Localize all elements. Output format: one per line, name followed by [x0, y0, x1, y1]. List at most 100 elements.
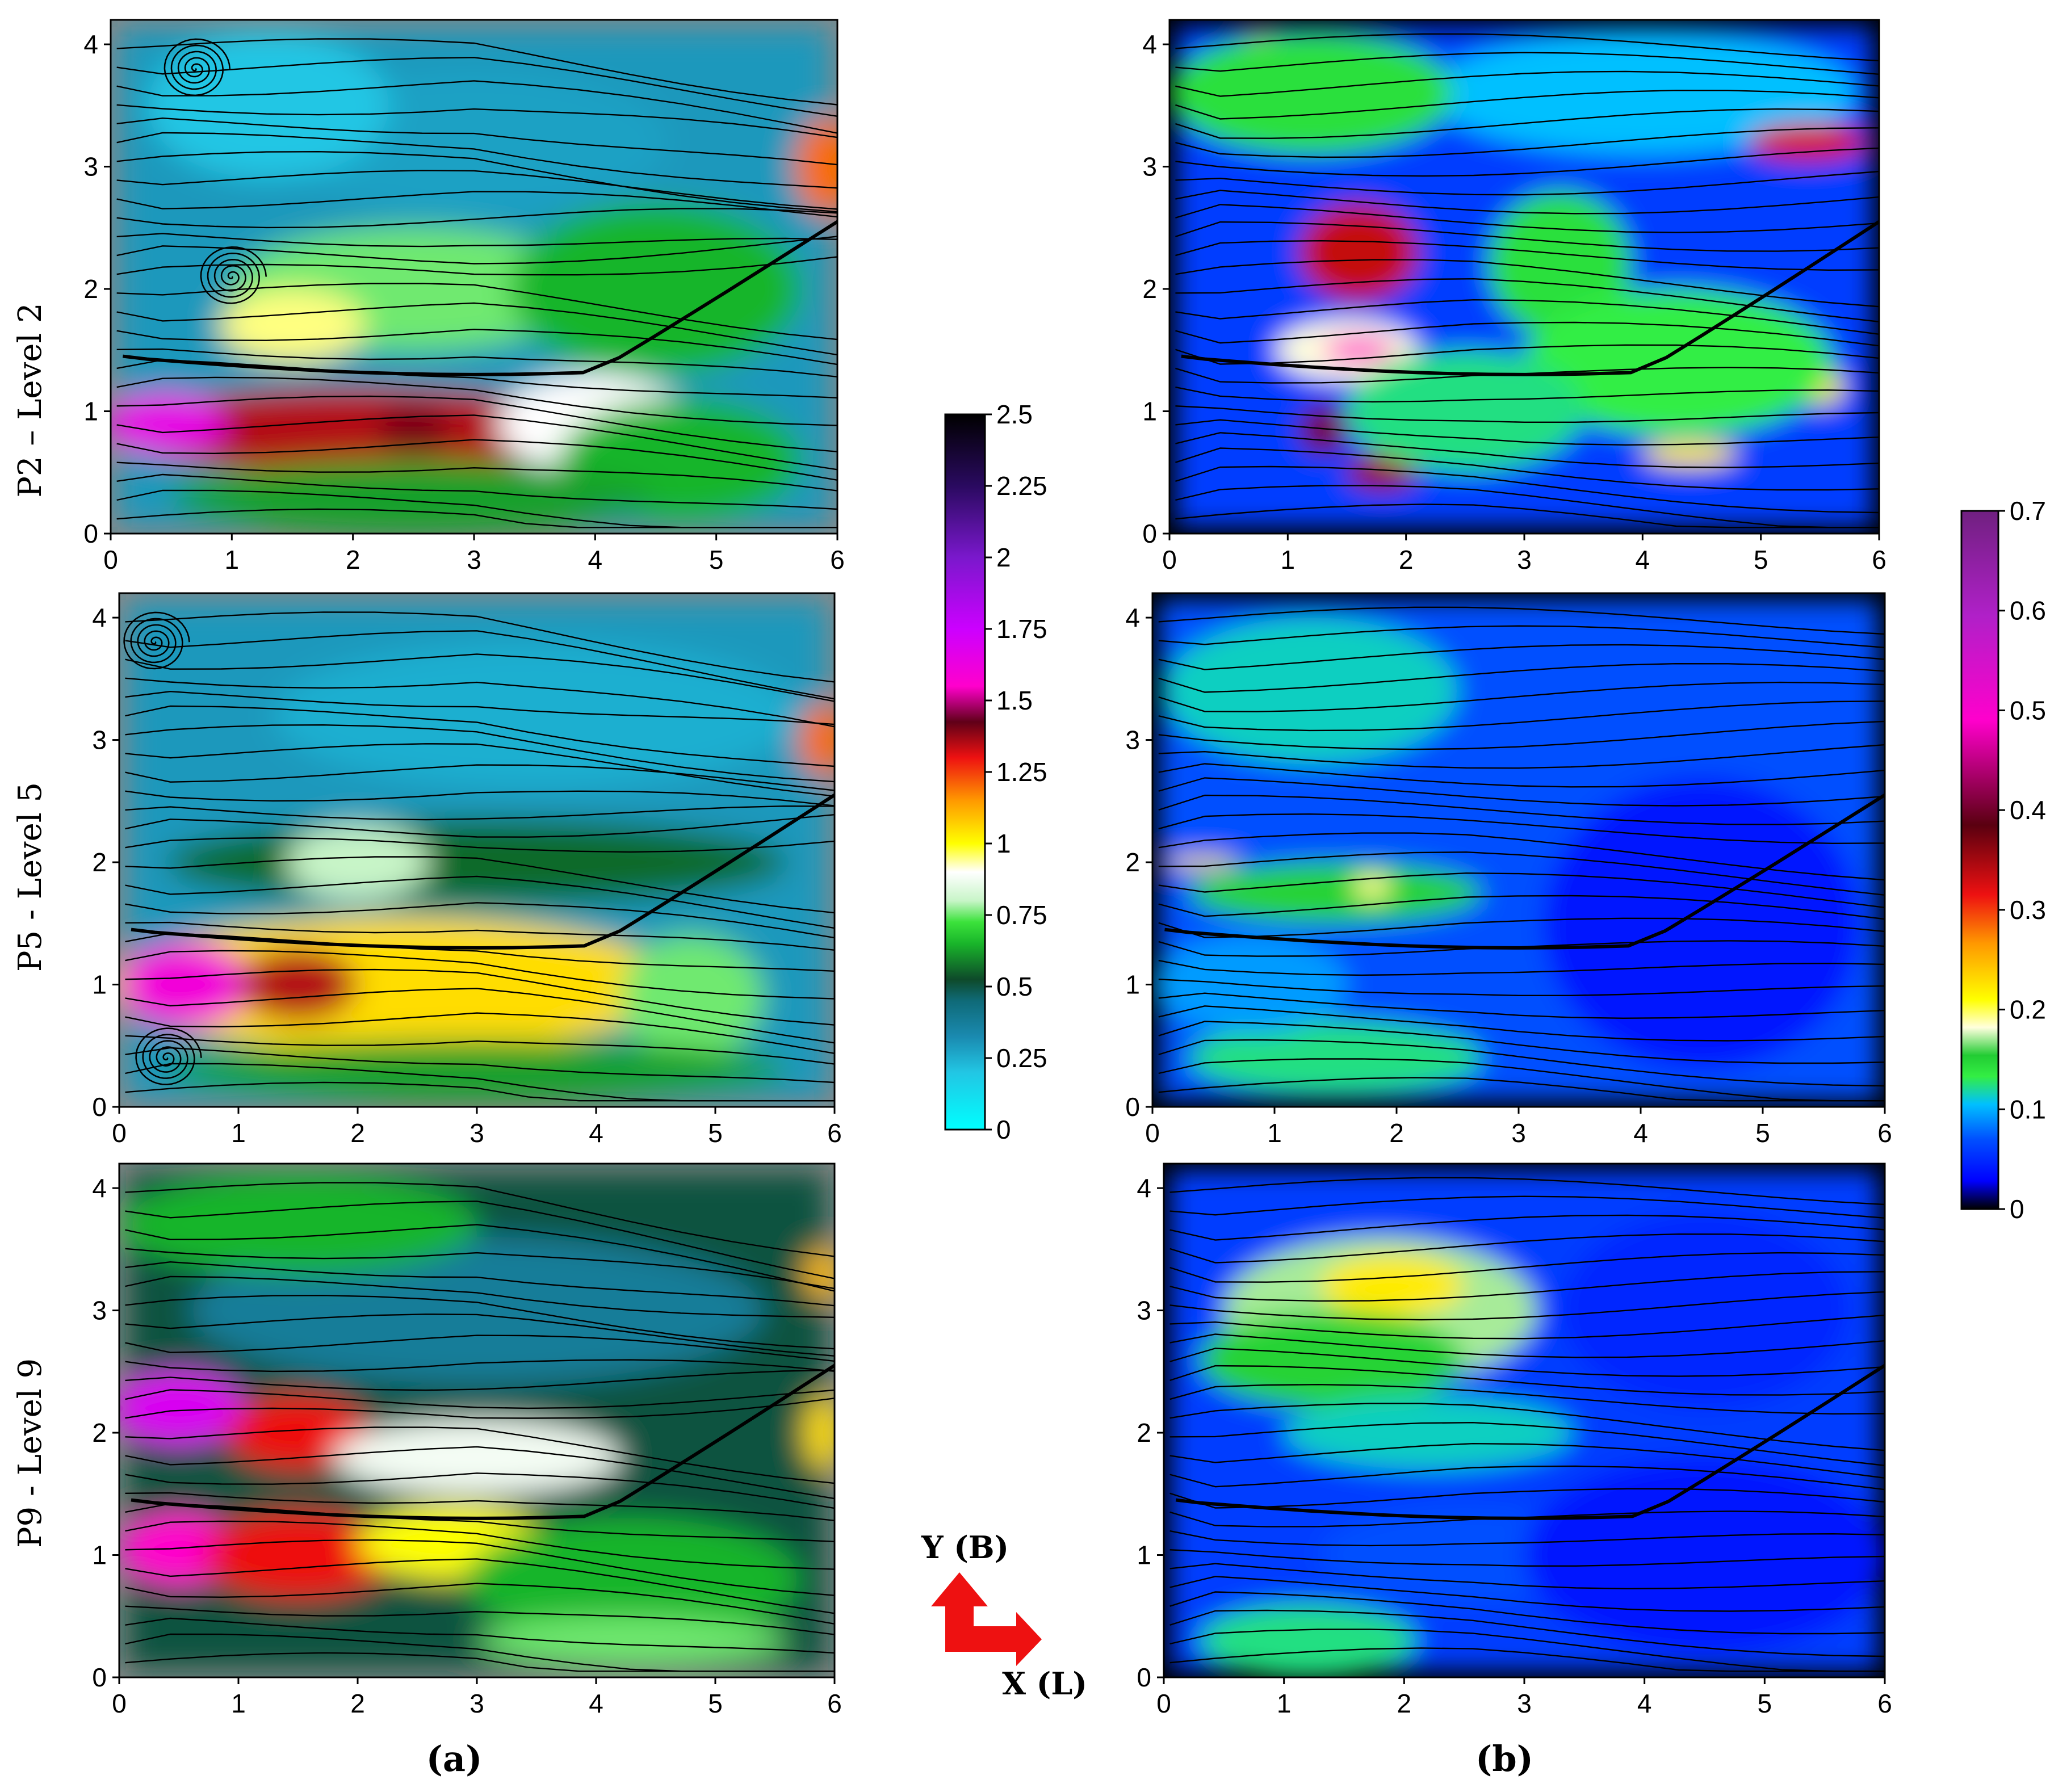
streamlines [116, 38, 837, 528]
x-tick-label: 3 [469, 1689, 484, 1718]
colorbar-tick-label: 2.5 [996, 400, 1033, 429]
streamlines [1158, 606, 1885, 1102]
field-region [167, 1039, 787, 1101]
x-tick-label: 4 [1633, 1118, 1648, 1148]
axis-legend-y-label: Y (B) [921, 1529, 1009, 1566]
y-tick-label: 1 [1137, 1541, 1151, 1570]
vortex [200, 246, 267, 304]
field-region [274, 642, 799, 789]
y-tick-label: 2 [1142, 274, 1157, 304]
y-tick-label: 0 [83, 519, 98, 548]
y-tick-label: 3 [1142, 152, 1157, 182]
field-region [1524, 1457, 1885, 1653]
field-region [111, 393, 226, 454]
field-region [147, 32, 389, 179]
x-tick-label: 6 [827, 1689, 842, 1718]
axis-legend: Y (B) X (L) [921, 1529, 1087, 1702]
x-tick-label: 6 [1877, 1689, 1892, 1718]
field-region [119, 1176, 477, 1274]
y-tick-label: 3 [1125, 725, 1140, 755]
column-labels: (a) (b) [426, 1738, 1533, 1780]
streamlines [125, 611, 835, 1102]
field-region [804, 1396, 835, 1470]
axis-legend-arrow-icon [931, 1572, 1042, 1666]
column-label-b: (b) [1475, 1738, 1533, 1780]
y-tick-label: 2 [1125, 847, 1140, 877]
streamlines [125, 1182, 835, 1672]
colorbar-tick-label: 0.7 [2010, 496, 2046, 526]
x-tick-label: 6 [827, 1118, 842, 1148]
panel-a-0: 0 1 2 3 4 5 6 0 1 2 3 4 [83, 19, 845, 574]
x-tick-label: 0 [1162, 545, 1177, 574]
x-tick-label: 1 [231, 1689, 246, 1718]
field-region [220, 289, 365, 363]
panel-b-1: 0 1 2 3 4 5 6 0 1 2 3 4 [1125, 592, 1892, 1148]
column-label-a: (a) [426, 1738, 483, 1780]
field-region [620, 935, 763, 1058]
x-tick-label: 0 [112, 1689, 127, 1718]
colorbar-ramp [944, 413, 986, 1131]
field-region [510, 203, 801, 375]
colorbar-tick-label: 0.6 [2010, 596, 2046, 626]
x-tick-label: 2 [1389, 1118, 1404, 1148]
streamlines [1169, 1177, 1885, 1672]
y-tick-label: 1 [92, 1541, 107, 1570]
x-tick-label: 1 [1277, 1689, 1292, 1718]
x-tick-label: 0 [112, 1118, 127, 1148]
y-tick-label: 1 [1125, 970, 1140, 1000]
x-tick-label: 4 [1636, 545, 1650, 574]
field-region [795, 117, 837, 216]
y-tick-label: 4 [83, 30, 98, 59]
colorbar-tick-label: 0.3 [2010, 895, 2046, 925]
x-tick-label: 5 [1758, 1689, 1772, 1718]
colorbar-tick-label: 0.2 [2010, 995, 2046, 1025]
field-region [119, 942, 250, 1027]
y-tick-label: 0 [1125, 1092, 1140, 1122]
x-tick-label: 3 [1517, 545, 1532, 574]
y-tick-label: 3 [1137, 1296, 1151, 1325]
vortex [164, 38, 231, 96]
colorbar-tick-label: 0.75 [996, 900, 1047, 930]
field-region [119, 1371, 245, 1445]
colorbar-tick-label: 1.75 [996, 614, 1047, 644]
streamlines [1175, 33, 1879, 528]
x-tick-label: 5 [708, 1689, 723, 1718]
x-tick-label: 2 [346, 545, 360, 574]
field-region [111, 387, 596, 473]
vortex [123, 611, 190, 670]
x-tick-label: 0 [103, 545, 118, 574]
field-region [238, 947, 358, 1022]
row-label-p9: P9 - Level 9 [12, 1358, 49, 1548]
x-tick-label: 2 [350, 1689, 365, 1718]
y-tick-label: 3 [92, 725, 107, 755]
y-tick-label: 4 [1125, 603, 1140, 632]
field-region [1543, 777, 1860, 1071]
x-tick-label: 4 [589, 1689, 603, 1718]
colorbars: 00.250.50.7511.251.51.7522.252.500.10.20… [944, 400, 2046, 1224]
y-tick-label: 4 [1142, 30, 1157, 59]
field-region [377, 405, 450, 454]
x-tick-label: 5 [709, 545, 724, 574]
y-tick-label: 2 [83, 274, 98, 304]
y-tick-label: 1 [83, 397, 98, 426]
colorbar-tick-label: 2.25 [996, 471, 1047, 501]
field-region [1200, 1310, 1465, 1408]
x-tick-label: 3 [469, 1118, 484, 1148]
y-tick-label: 4 [92, 603, 107, 632]
field-region [1320, 1255, 1465, 1317]
field-region [227, 1396, 370, 1470]
x-tick-label: 2 [1399, 545, 1414, 574]
colorbar-tick-label: 2 [996, 543, 1011, 572]
field-region [1347, 454, 1418, 491]
field-region [203, 1512, 393, 1598]
colorbar-tick-label: 0 [2010, 1194, 2024, 1224]
x-tick-label: 3 [467, 545, 481, 574]
colorbar-tick-label: 0 [996, 1115, 1011, 1144]
y-tick-label: 1 [1142, 397, 1157, 426]
x-tick-label: 6 [1877, 1118, 1892, 1148]
y-tick-label: 3 [83, 152, 98, 182]
y-tick-label: 0 [1137, 1663, 1151, 1692]
panel-a-1: 0 1 2 3 4 5 6 0 1 2 3 4 [92, 592, 842, 1148]
field-region [1323, 338, 1394, 363]
